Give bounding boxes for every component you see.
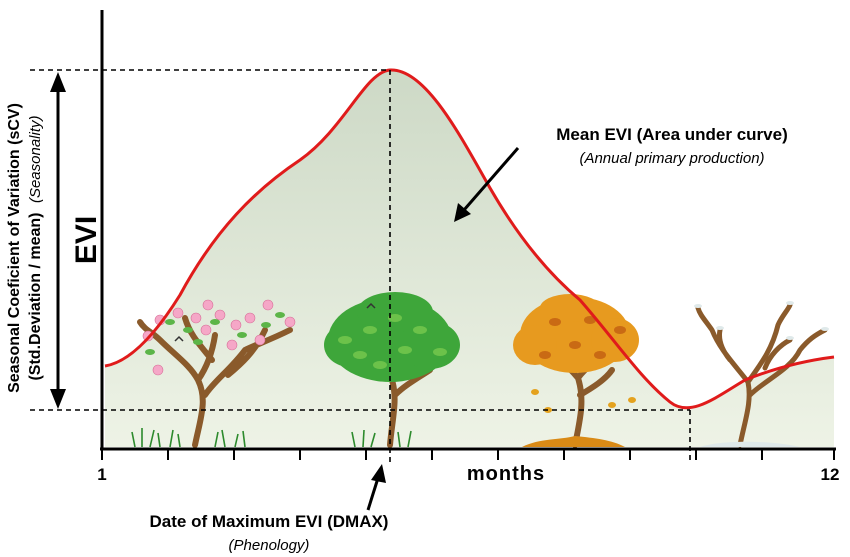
winter-tree-illustration bbox=[694, 301, 829, 448]
x-axis-start-label: 1 bbox=[97, 465, 106, 484]
y-axis-title: EVI bbox=[70, 216, 103, 264]
dmax-title: Date of Maximum EVI (DMAX) bbox=[150, 512, 389, 531]
dmax-arrow bbox=[366, 464, 386, 511]
mean-evi-subtitle: (Annual primary production) bbox=[579, 150, 764, 167]
spring-tree-illustration bbox=[131, 299, 296, 448]
mean-evi-arrow bbox=[454, 147, 520, 222]
evi-curve bbox=[104, 68, 835, 410]
area-under-curve bbox=[105, 69, 834, 447]
x-axis-end-label: 12 bbox=[821, 465, 840, 484]
seasonality-text: (Seasonality) bbox=[27, 115, 44, 203]
scv-label-line2: (Std.Deviation / mean) (Seasonality) bbox=[27, 115, 44, 380]
axes bbox=[100, 10, 836, 451]
scv-formula-text: (Std.Deviation / mean) bbox=[27, 212, 44, 380]
x-axis-ticks bbox=[101, 449, 835, 460]
autumn-tree-illustration bbox=[513, 294, 639, 448]
dmax-subtitle: (Phenology) bbox=[229, 537, 310, 554]
scv-label-line1: Seasonal Coeficient of Variation (sCV) bbox=[6, 103, 23, 393]
mean-evi-title: Mean EVI (Area under curve) bbox=[556, 125, 787, 144]
x-axis-title: months bbox=[467, 463, 545, 485]
scv-range-arrow bbox=[50, 72, 66, 409]
